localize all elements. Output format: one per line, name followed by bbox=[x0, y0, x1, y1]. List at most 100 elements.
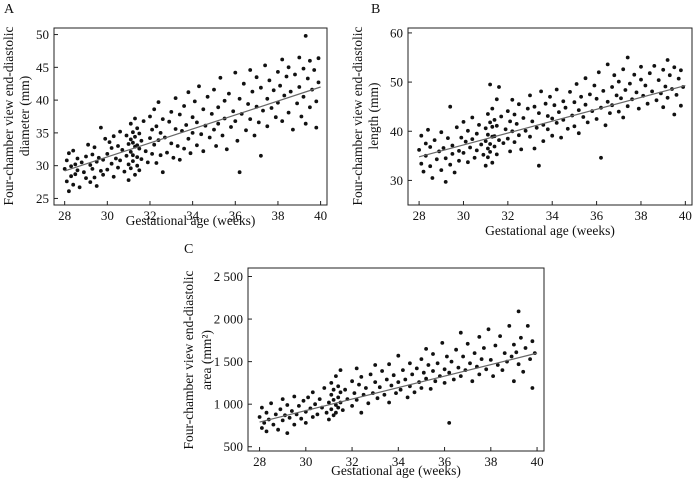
data-point-a-4 bbox=[67, 189, 71, 194]
data-point-a-145 bbox=[250, 89, 255, 94]
data-point-a-97 bbox=[173, 96, 178, 100]
data-point-b-134 bbox=[610, 85, 614, 89]
data-point-a-78 bbox=[150, 152, 155, 156]
data-point-c-37 bbox=[327, 400, 331, 405]
x-tick-label-c-1: 30 bbox=[299, 454, 312, 469]
data-point-c-63 bbox=[359, 410, 364, 415]
data-point-c-39 bbox=[329, 392, 334, 397]
data-point-c-62 bbox=[357, 382, 361, 387]
data-point-c-131 bbox=[488, 358, 493, 362]
data-point-c-43 bbox=[331, 413, 336, 418]
data-point-b-84 bbox=[528, 93, 532, 98]
y-tick-label-a-2: 35 bbox=[36, 125, 49, 140]
data-point-c-148 bbox=[523, 346, 528, 350]
data-point-b-29 bbox=[461, 151, 466, 155]
data-point-a-155 bbox=[265, 124, 270, 129]
data-point-c-129 bbox=[484, 367, 489, 372]
data-point-b-100 bbox=[552, 103, 557, 108]
fit-line-b bbox=[418, 84, 686, 158]
data-point-c-61 bbox=[354, 398, 359, 402]
data-point-c-11 bbox=[278, 407, 283, 412]
x-tick-label-c-0: 28 bbox=[253, 454, 266, 469]
data-point-a-134 bbox=[233, 70, 238, 75]
data-point-b-132 bbox=[605, 62, 610, 67]
data-point-b-133 bbox=[608, 111, 612, 115]
data-point-a-77 bbox=[148, 114, 152, 119]
data-point-a-130 bbox=[224, 147, 229, 152]
data-point-a-107 bbox=[188, 151, 193, 156]
data-point-a-123 bbox=[214, 144, 219, 148]
data-point-b-26 bbox=[457, 158, 461, 163]
data-point-a-51 bbox=[126, 162, 131, 167]
data-point-c-71 bbox=[373, 363, 378, 367]
data-point-c-1 bbox=[260, 426, 264, 430]
data-point-a-166 bbox=[284, 74, 289, 79]
data-point-a-63 bbox=[133, 134, 137, 139]
data-point-b-115 bbox=[576, 131, 581, 136]
data-point-b-37 bbox=[474, 131, 479, 136]
data-point-b-70 bbox=[508, 119, 512, 124]
data-point-b-34 bbox=[470, 115, 475, 120]
data-point-b-88 bbox=[534, 125, 539, 130]
data-point-a-170 bbox=[291, 127, 295, 132]
data-point-b-1 bbox=[419, 161, 424, 166]
data-point-a-10 bbox=[73, 172, 78, 177]
data-point-a-106 bbox=[186, 90, 191, 95]
data-point-a-163 bbox=[280, 119, 285, 123]
data-point-a-34 bbox=[105, 167, 110, 172]
data-point-a-15 bbox=[82, 170, 86, 175]
data-point-b-109 bbox=[568, 90, 572, 94]
data-point-c-128 bbox=[482, 346, 486, 350]
data-point-c-127 bbox=[479, 357, 484, 361]
data-point-c-47 bbox=[334, 410, 338, 415]
data-point-a-14 bbox=[79, 160, 84, 165]
data-point-c-40 bbox=[329, 407, 334, 412]
data-point-a-6 bbox=[69, 174, 73, 179]
data-point-a-93 bbox=[169, 141, 174, 146]
data-point-c-82 bbox=[396, 380, 401, 384]
data-point-a-188 bbox=[316, 80, 321, 85]
data-point-c-19 bbox=[292, 422, 297, 427]
y-tick-label-b-3: 60 bbox=[390, 25, 403, 40]
data-point-b-17 bbox=[443, 156, 448, 161]
data-point-b-157 bbox=[650, 89, 654, 94]
data-point-a-95 bbox=[171, 155, 176, 160]
data-point-a-3 bbox=[67, 151, 71, 156]
data-point-a-55 bbox=[128, 166, 133, 171]
data-point-a-80 bbox=[152, 142, 157, 147]
data-point-c-141 bbox=[512, 342, 516, 347]
data-point-c-45 bbox=[334, 403, 338, 407]
data-point-c-22 bbox=[297, 404, 301, 408]
data-point-a-143 bbox=[248, 68, 253, 72]
data-point-a-43 bbox=[118, 129, 122, 134]
data-point-b-152 bbox=[639, 64, 643, 69]
data-point-a-110 bbox=[192, 99, 197, 104]
data-point-b-45 bbox=[486, 146, 490, 151]
data-point-c-29 bbox=[310, 415, 315, 419]
x-tick-label-a-1: 30 bbox=[101, 208, 114, 223]
data-point-a-69 bbox=[137, 131, 142, 136]
data-point-a-1 bbox=[64, 158, 69, 163]
data-point-a-57 bbox=[131, 130, 135, 135]
data-point-b-16 bbox=[443, 180, 448, 184]
data-point-a-131 bbox=[227, 91, 231, 96]
data-point-a-68 bbox=[137, 146, 142, 151]
y-tick-label-a-1: 30 bbox=[36, 158, 49, 173]
data-point-b-123 bbox=[592, 83, 597, 88]
y-tick-label-c-3: 2 000 bbox=[214, 312, 243, 327]
data-point-b-137 bbox=[614, 93, 619, 98]
panel-b: B Four-chamber view end-diastolic length… bbox=[350, 2, 693, 238]
data-point-b-10 bbox=[432, 138, 437, 143]
data-point-b-155 bbox=[645, 101, 650, 106]
data-point-b-65 bbox=[499, 114, 504, 119]
data-point-a-152 bbox=[261, 108, 265, 113]
data-point-b-105 bbox=[561, 99, 566, 104]
y-tick-label-b-2: 50 bbox=[390, 75, 403, 90]
data-point-c-3 bbox=[262, 421, 267, 425]
data-point-a-116 bbox=[201, 149, 206, 154]
data-point-b-74 bbox=[512, 112, 517, 117]
data-point-b-44 bbox=[483, 139, 488, 144]
data-point-c-8 bbox=[271, 422, 276, 427]
data-point-a-127 bbox=[220, 133, 225, 138]
data-point-c-92 bbox=[414, 366, 419, 371]
